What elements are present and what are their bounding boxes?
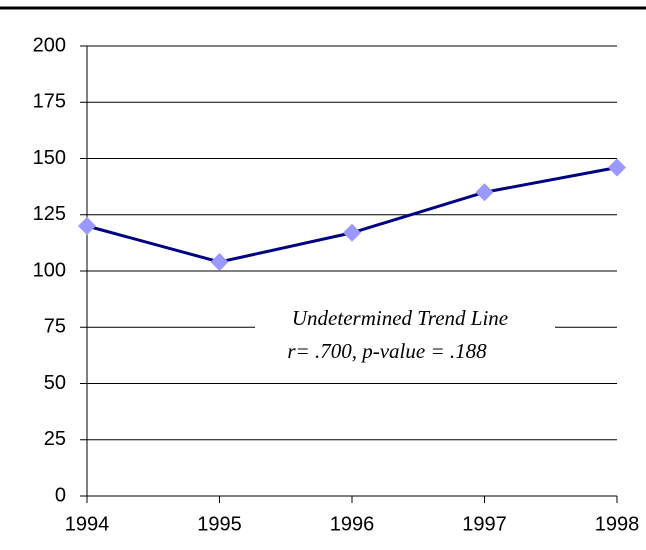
y-tick-label: 25 xyxy=(44,428,66,450)
marker xyxy=(78,217,96,235)
marker xyxy=(475,183,494,202)
y-tick-label: 50 xyxy=(44,372,66,394)
y-tick-label: 0 xyxy=(55,484,66,506)
marker xyxy=(608,158,626,177)
y-tick-label: 100 xyxy=(33,259,66,281)
y-tick-label: 75 xyxy=(44,316,66,338)
annotation-bg xyxy=(255,305,555,367)
x-tick-label: 1997 xyxy=(462,513,507,535)
x-tick-label: 1996 xyxy=(330,513,375,535)
annotation: r= .700, p-value = .188 xyxy=(287,339,487,363)
annotation: Undetermined Trend Line xyxy=(292,306,508,330)
x-tick-label: 1995 xyxy=(197,513,242,535)
marker xyxy=(210,253,229,271)
x-tick-label: 1994 xyxy=(65,513,110,535)
y-tick-label: 200 xyxy=(33,34,66,56)
y-tick-label: 175 xyxy=(33,91,66,113)
y-tick-label: 150 xyxy=(33,147,66,169)
y-tick-label: 125 xyxy=(33,203,66,225)
x-tick-label: 1998 xyxy=(595,513,640,535)
marker xyxy=(343,223,361,242)
